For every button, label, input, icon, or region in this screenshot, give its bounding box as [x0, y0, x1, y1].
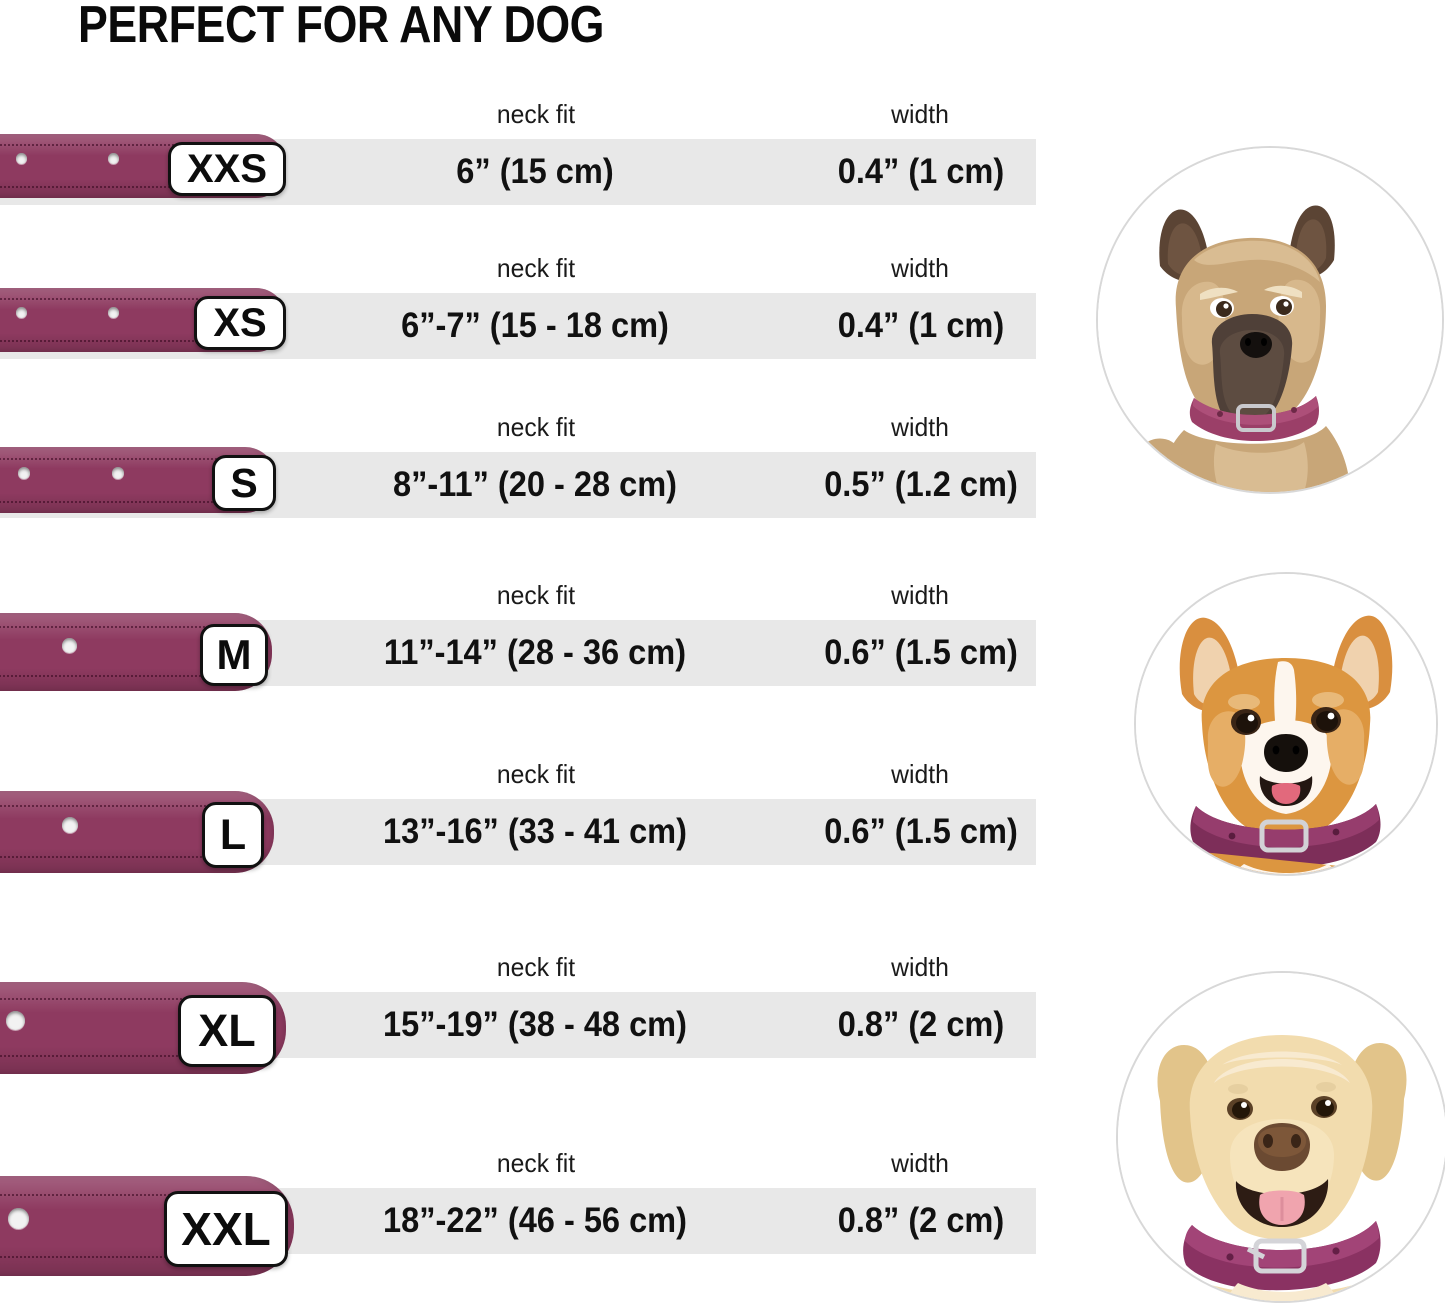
stitch-line [0, 1256, 266, 1258]
stitch-line [0, 340, 258, 342]
width-column-label: width [891, 1148, 949, 1178]
corgi-photo [1134, 572, 1438, 876]
collar-hole [62, 817, 78, 833]
stitch-line [0, 1194, 266, 1196]
width-column-label: width [891, 759, 949, 789]
neck-fit-column-label: neck fit [496, 580, 576, 610]
neck-fit-column-label: neck fit [496, 759, 576, 789]
stitch-line [0, 626, 244, 628]
size-badge: XXS [168, 142, 286, 196]
size-badge: S [212, 455, 276, 511]
collar-hole [16, 152, 27, 164]
size-badge: XXL [164, 1191, 288, 1267]
stitch-line [0, 1055, 258, 1057]
stitch-line [0, 856, 246, 858]
neck-fit-value: 6”-7” (15 - 18 cm) [401, 306, 669, 345]
labrador-photo [1116, 971, 1445, 1303]
stitch-line [0, 186, 258, 188]
neck-fit-column-label: neck fit [496, 99, 576, 129]
stitch-line [0, 805, 246, 807]
neck-fit-value: 15”-19” (38 - 48 cm) [383, 1005, 687, 1044]
width-value: 0.6” (1.5 cm) [824, 633, 1018, 672]
collar-hole [108, 152, 119, 164]
width-value: 0.5” (1.2 cm) [824, 465, 1018, 504]
size-badge: L [202, 802, 264, 868]
width-value: 0.6” (1.5 cm) [824, 812, 1018, 851]
stitch-line [0, 298, 258, 300]
collar-hole [6, 1010, 25, 1030]
neck-fit-value: 18”-22” (46 - 56 cm) [383, 1201, 687, 1240]
cairn-terrier-photo [1096, 146, 1444, 494]
page-title: PERFECT FOR ANY DOG [78, 0, 605, 54]
neck-fit-value: 8”-11” (20 - 28 cm) [392, 465, 678, 504]
stitch-line [0, 501, 248, 503]
size-badge: XS [194, 296, 286, 350]
neck-fit-column-label: neck fit [496, 253, 576, 283]
stitch-line [0, 458, 248, 460]
width-column-label: width [891, 952, 949, 982]
collar-hole [62, 637, 77, 653]
size-badge: M [200, 624, 268, 686]
collar-hole [112, 467, 124, 479]
neck-fit-value: 11”-14” (28 - 36 cm) [383, 633, 687, 672]
width-column-label: width [891, 99, 949, 129]
width-column-label: width [891, 580, 949, 610]
width-column-label: width [891, 253, 949, 283]
stitch-line [0, 998, 258, 1000]
collar-hole [8, 1207, 29, 1229]
neck-fit-column-label: neck fit [496, 1148, 576, 1178]
neck-fit-column-label: neck fit [496, 952, 576, 982]
width-value: 0.8” (2 cm) [837, 1201, 1005, 1240]
stitch-line [0, 144, 258, 146]
collar-hole [18, 467, 30, 479]
size-badge: XL [178, 995, 276, 1067]
collar-hole [16, 306, 27, 318]
width-value: 0.4” (1 cm) [837, 152, 1005, 191]
neck-fit-value: 6” (15 cm) [456, 152, 614, 191]
width-value: 0.4” (1 cm) [837, 306, 1005, 345]
width-column-label: width [891, 412, 949, 442]
stitch-line [0, 675, 244, 677]
neck-fit-value: 13”-16” (33 - 41 cm) [383, 812, 687, 851]
collar-hole [108, 306, 119, 318]
width-value: 0.8” (2 cm) [837, 1005, 1005, 1044]
neck-fit-column-label: neck fit [496, 412, 576, 442]
